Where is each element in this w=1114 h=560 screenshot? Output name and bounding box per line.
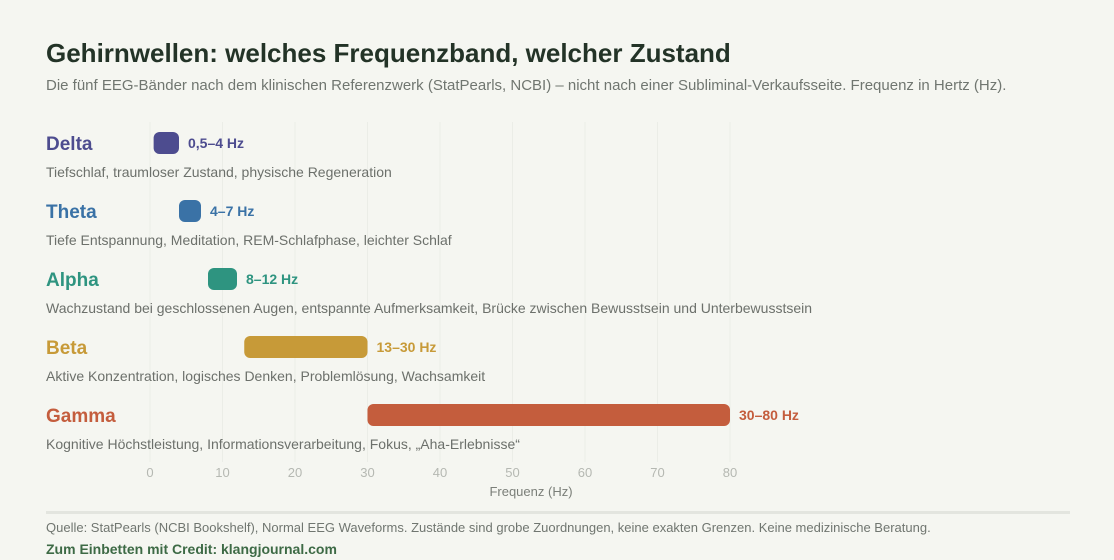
footer-divider: [46, 511, 1070, 514]
x-tick-label: 80: [723, 465, 737, 480]
x-tick-label: 20: [288, 465, 302, 480]
x-tick-label: 60: [578, 465, 592, 480]
x-axis-label: Frequenz (Hz): [489, 484, 572, 499]
band-range-label: 4–7 Hz: [210, 203, 254, 219]
band-description: Wachzustand bei geschlossenen Augen, ent…: [46, 300, 812, 316]
band-range-label: 30–80 Hz: [739, 407, 799, 423]
source-note: Quelle: StatPearls (NCBI Bookshelf), Nor…: [46, 520, 931, 535]
band-name-gamma: Gamma: [46, 406, 116, 427]
chart-subtitle: Die fünf EEG-Bänder nach dem klinischen …: [46, 77, 1007, 94]
x-tick-label: 70: [650, 465, 664, 480]
x-tick-label: 0: [146, 465, 153, 480]
band-description: Kognitive Höchstleistung, Informationsve…: [46, 436, 520, 452]
band-bar-alpha: [208, 268, 237, 290]
band-description: Tiefschlaf, traumloser Zustand, physisch…: [46, 164, 392, 180]
x-tick-label: 30: [360, 465, 374, 480]
band-range-label: 0,5–4 Hz: [188, 135, 244, 151]
band-name-theta: Theta: [46, 202, 97, 223]
band-name-beta: Beta: [46, 338, 88, 359]
band-range-label: 8–12 Hz: [246, 271, 298, 287]
band-description: Tiefe Entspannung, Meditation, REM-Schla…: [46, 232, 452, 248]
band-range-label: 13–30 Hz: [377, 339, 437, 355]
band-name-delta: Delta: [46, 134, 93, 155]
band-description: Aktive Konzentration, logisches Denken, …: [46, 368, 485, 384]
x-tick-label: 40: [433, 465, 447, 480]
band-name-alpha: Alpha: [46, 270, 99, 291]
band-bar-delta: [153, 132, 179, 154]
band-bar-gamma: [367, 404, 730, 426]
chart-title: Gehirnwellen: welches Frequenzband, welc…: [46, 38, 731, 68]
eeg-band-chart: Delta 0,5–4 Hz Tiefschlaf, traumloser Zust…: [46, 132, 813, 499]
x-tick-label: 50: [505, 465, 519, 480]
embed-credit[interactable]: Zum Einbetten mit Credit: klangjournal.c…: [46, 541, 337, 557]
x-tick-label: 10: [215, 465, 229, 480]
band-bar-beta: [244, 336, 368, 358]
band-bar-theta: [179, 200, 201, 222]
